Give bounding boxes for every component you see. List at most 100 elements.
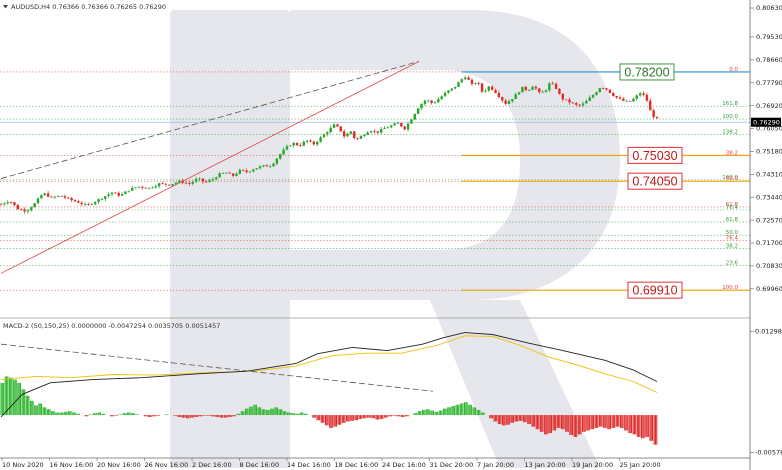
candle-body: [585, 100, 588, 104]
price-tick-label: 0.80630: [756, 4, 782, 12]
fib-level-label: 161.8: [722, 101, 738, 107]
price-tick-label: 0.75180: [756, 148, 782, 156]
price-tick-label: 0.72570: [756, 216, 782, 224]
candle-body: [564, 99, 568, 101]
candle-body: [457, 82, 460, 87]
time-tick-label: 26 Nov 16:00: [145, 461, 189, 469]
candle-body: [201, 178, 205, 182]
fib-level-label: 23.6: [726, 260, 739, 266]
candle-body: [205, 181, 208, 183]
candle-body: [309, 140, 312, 142]
price-tick-label: 0.69960: [756, 285, 782, 293]
candle-body: [184, 182, 188, 184]
candle-body: [43, 193, 46, 196]
candle-body: [157, 183, 161, 187]
candle-body: [73, 200, 77, 202]
candle-body: [141, 186, 144, 188]
candle-body: [578, 104, 581, 106]
candle-body: [423, 100, 427, 104]
callout-box: [627, 281, 683, 299]
callout-label: 0.74050: [632, 175, 677, 189]
candle-body: [13, 202, 16, 206]
candle-body: [302, 141, 305, 146]
candle-body: [178, 180, 181, 183]
callout-label: 0.69910: [632, 284, 677, 298]
candle-body: [231, 173, 235, 176]
candle-body: [295, 143, 299, 146]
candle-body: [363, 134, 366, 137]
callout-0-78200: 0.78200: [619, 63, 675, 81]
candle-body: [151, 187, 154, 189]
candle-body: [521, 86, 524, 93]
candle-body: [137, 186, 141, 188]
candle-body: [245, 170, 248, 173]
fib-level-label: 50.0: [726, 176, 739, 182]
candle-body: [494, 89, 497, 93]
macd-tick-label: -0.0057815: [755, 449, 782, 457]
candle-body: [487, 86, 490, 91]
fib-level-label: 76.4: [726, 235, 739, 241]
candle-body: [598, 88, 602, 93]
candle-body: [632, 98, 635, 102]
callout-0-74050: 0.74050: [627, 172, 683, 190]
candle-body: [359, 136, 363, 139]
candle-body: [376, 131, 379, 133]
candle-body: [144, 187, 147, 189]
candle-body: [272, 163, 275, 167]
price-tick-label: 0.77790: [756, 79, 782, 87]
candle-body: [484, 90, 487, 92]
candle-body: [541, 91, 544, 93]
candle-body: [242, 169, 245, 171]
candle-body: [524, 86, 527, 91]
candle-body: [558, 88, 561, 94]
candle-body: [326, 132, 329, 135]
callout-0-75030: 0.75030: [627, 146, 683, 164]
candle-body: [554, 83, 558, 89]
candle-body: [191, 181, 194, 184]
candle-body: [0, 204, 3, 206]
price-tick-label: 0.76050: [756, 125, 782, 133]
candle-body: [544, 90, 548, 92]
candle-body: [114, 192, 117, 194]
candle-body: [198, 178, 201, 180]
candle-body: [80, 202, 83, 205]
candle-body: [622, 98, 625, 101]
candle-body: [342, 131, 346, 137]
candle-body: [275, 158, 279, 164]
candle-body: [642, 93, 645, 95]
candle-body: [652, 110, 655, 118]
candle-body: [635, 95, 639, 99]
candle-body: [90, 204, 94, 205]
candle-body: [588, 97, 591, 101]
candle-body: [299, 145, 302, 147]
candle-body: [40, 195, 43, 199]
candle-body: [53, 196, 57, 198]
macd-tick-label: 0.0129829: [755, 328, 782, 336]
macd-axis: 0.0129829 -0.0057815: [750, 328, 782, 457]
candle-body: [248, 171, 252, 173]
candle-body: [548, 83, 551, 91]
candle-body: [174, 182, 178, 185]
macd-signal-line: [0, 335, 658, 393]
candle-body: [531, 86, 534, 90]
candle-body: [477, 83, 480, 84]
time-tick-label: 18 Dec 16:00: [335, 461, 379, 469]
candle-body: [618, 97, 622, 99]
candle-body: [655, 117, 659, 119]
candle-body: [104, 196, 107, 199]
candle-body: [265, 165, 268, 167]
candle-body: [443, 92, 447, 97]
price-tick-label: 0.73440: [756, 193, 782, 201]
fib-level-label: 61.8: [726, 202, 739, 208]
candle-body: [450, 88, 453, 91]
candle-body: [406, 123, 410, 130]
candle-body: [390, 125, 393, 128]
candle-body: [131, 187, 134, 191]
time-tick-label: 2 Dec 16:00: [192, 461, 232, 469]
candle-body: [70, 197, 73, 201]
candle-body: [23, 209, 26, 212]
candle-body: [3, 203, 6, 205]
price-tick-label: 0.70830: [756, 262, 782, 270]
candle-body: [252, 169, 255, 172]
candle-body: [403, 126, 406, 130]
